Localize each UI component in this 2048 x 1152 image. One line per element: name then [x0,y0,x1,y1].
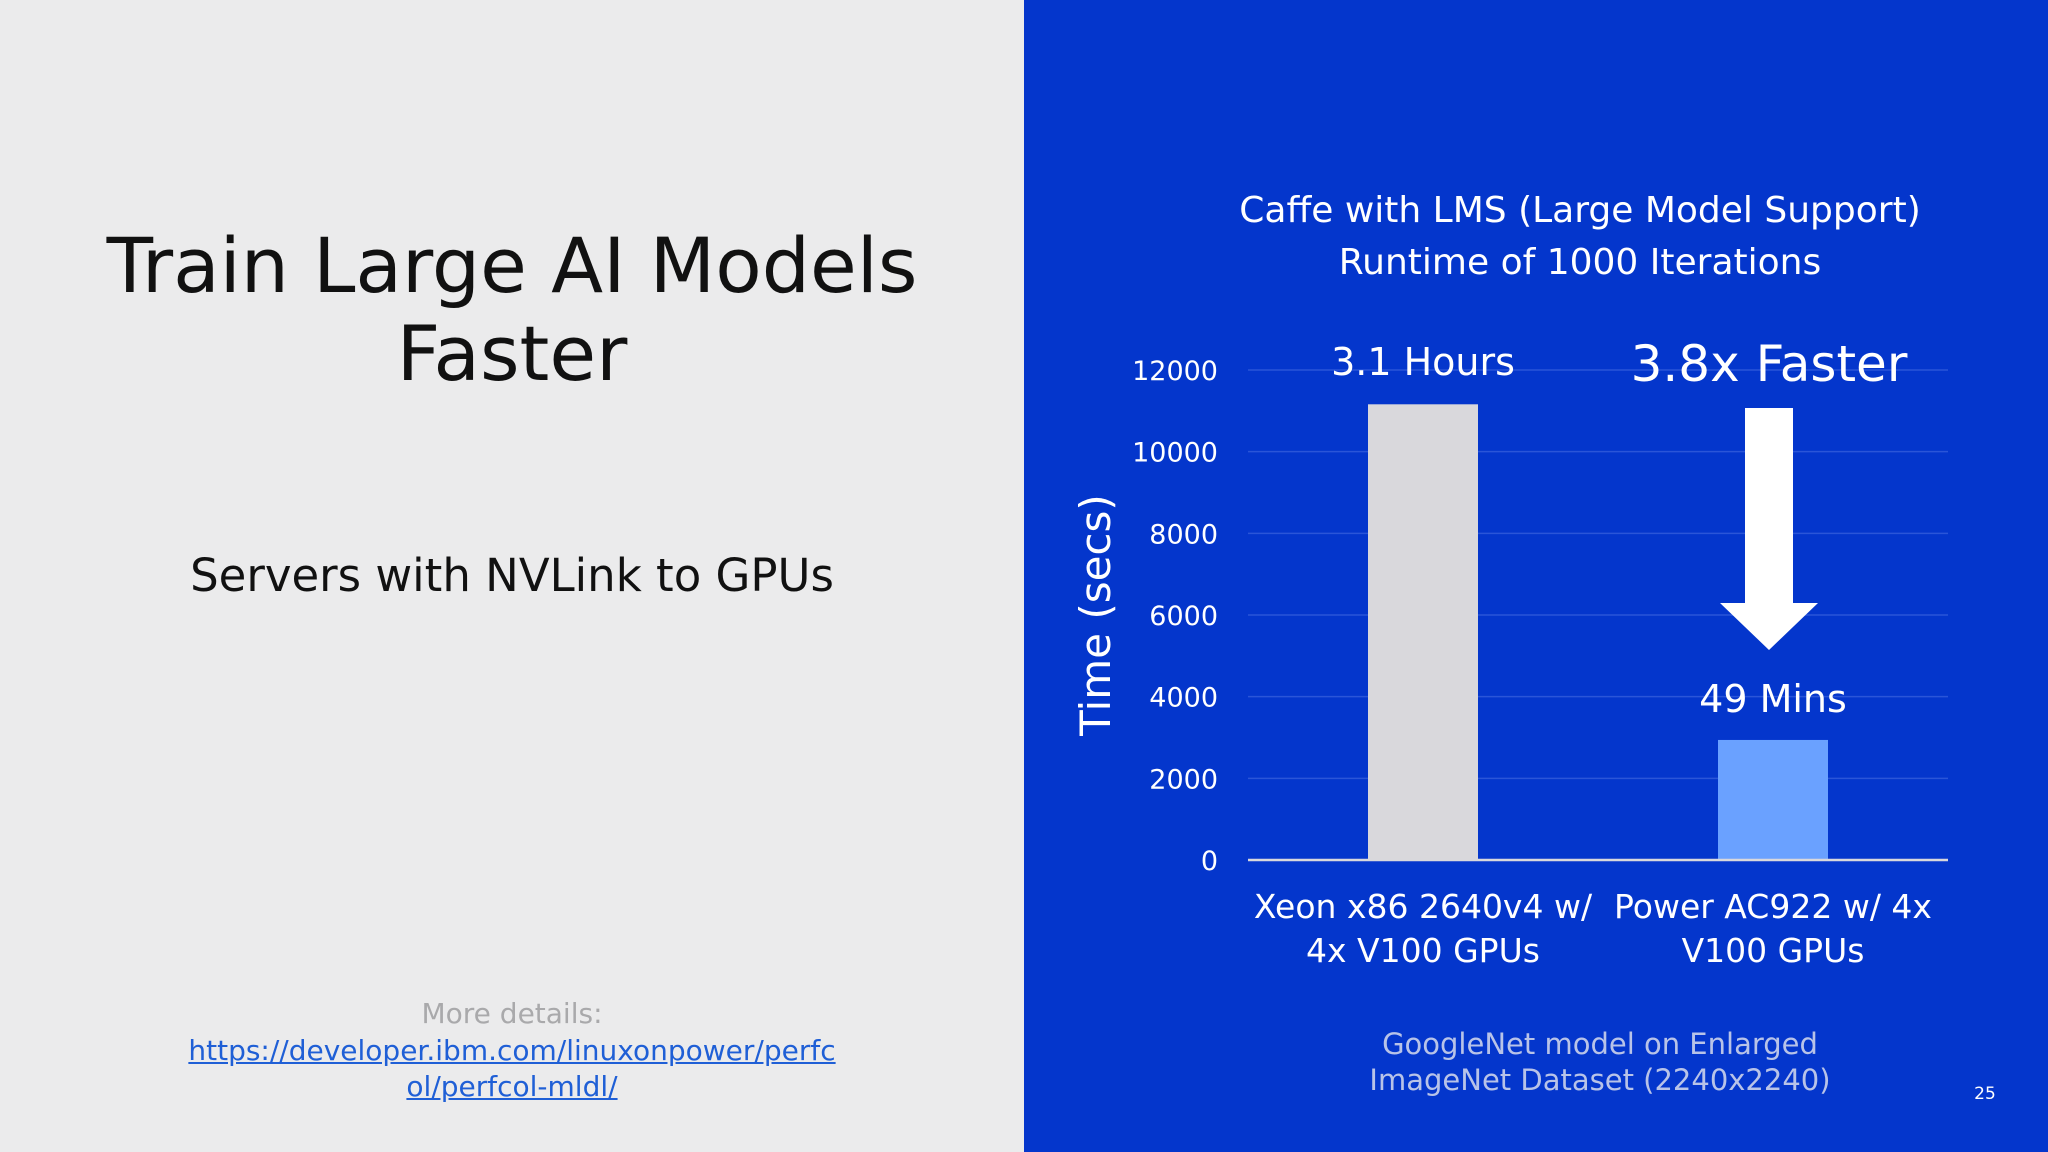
details-link[interactable]: https://developer.ibm.com/linuxonpower/p… [188,1034,836,1103]
slide-title-line-1: Train Large AI Models [106,221,918,310]
page-number: 25 [1974,1084,1996,1104]
slide-title: Train Large AI Models Faster [70,222,954,398]
bar-xeon [1368,404,1478,860]
y-tick-label: 12000 [1132,356,1218,387]
slide-title-line-2: Faster [396,309,628,398]
down-arrow-icon [1720,408,1818,650]
chart-footnote-line-1: GoogleNet model on Enlarged [1382,1027,1818,1061]
right-panel [1024,0,2048,1152]
y-axis-label: Time (secs) [1071,494,1120,737]
data-label-xeon: 3.1 Hours [1331,340,1515,384]
x-category-label-line-1: Power AC922 w/ 4x [1614,887,1932,926]
chart-title-line-2: Runtime of 1000 Iterations [1339,242,1821,283]
y-tick-label: 4000 [1149,683,1218,714]
y-tick-label: 6000 [1149,601,1218,632]
slide-subtitle: Servers with NVLink to GPUs [190,549,834,602]
more-details-label: More details: [421,997,603,1030]
x-category-label-line-2: V100 GPUs [1682,931,1865,970]
speedup-annotation: 3.8x Faster [1631,335,1908,393]
y-tick-label: 10000 [1132,438,1218,469]
bar-power [1718,739,1828,860]
x-category-label-line-1: Xeon x86 2640v4 w/ [1254,887,1593,926]
chart-title-line-1: Caffe with LMS (Large Model Support) [1239,190,1921,231]
chart-footnote-line-2: ImageNet Dataset (2240x2240) [1369,1063,1830,1097]
x-category-label-line-2: 4x V100 GPUs [1306,931,1540,970]
y-tick-label: 8000 [1149,519,1218,550]
left-panel [0,0,1024,1152]
y-tick-label: 0 [1201,846,1218,877]
y-tick-label: 2000 [1149,764,1218,795]
data-label-power: 49 Mins [1699,677,1847,721]
